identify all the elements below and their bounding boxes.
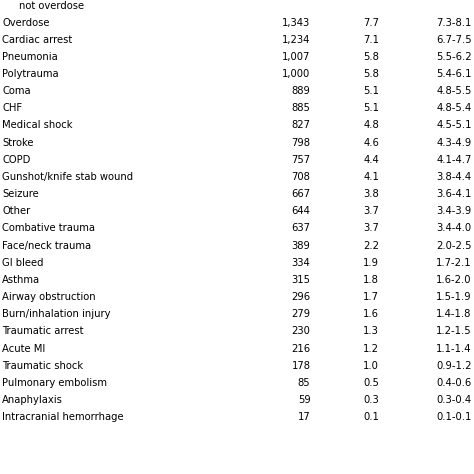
Text: Airway obstruction: Airway obstruction [2, 292, 96, 302]
Text: CHF: CHF [2, 103, 22, 113]
Text: 1.6: 1.6 [363, 309, 379, 319]
Text: 17: 17 [298, 412, 310, 422]
Text: 3.8-4.4: 3.8-4.4 [437, 172, 472, 182]
Text: 1.9: 1.9 [363, 258, 379, 268]
Text: 3.7: 3.7 [364, 223, 379, 233]
Text: 4.1-4.7: 4.1-4.7 [436, 155, 472, 165]
Text: 1.6-2.0: 1.6-2.0 [436, 275, 472, 285]
Text: Coma: Coma [2, 86, 31, 96]
Text: 0.4-0.6: 0.4-0.6 [437, 378, 472, 388]
Text: Polytrauma: Polytrauma [2, 69, 59, 79]
Text: 4.8: 4.8 [364, 120, 379, 130]
Text: Overdose: Overdose [2, 18, 50, 27]
Text: 0.3: 0.3 [364, 395, 379, 405]
Text: 0.5: 0.5 [364, 378, 379, 388]
Text: 230: 230 [292, 327, 310, 337]
Text: 757: 757 [292, 155, 310, 165]
Text: Gunshot/knife stab wound: Gunshot/knife stab wound [2, 172, 134, 182]
Text: 315: 315 [292, 275, 310, 285]
Text: Asthma: Asthma [2, 275, 40, 285]
Text: 59: 59 [298, 395, 310, 405]
Text: 216: 216 [292, 344, 310, 354]
Text: Intracranial hemorrhage: Intracranial hemorrhage [2, 412, 124, 422]
Text: Other: Other [2, 206, 31, 216]
Text: 5.1: 5.1 [363, 103, 379, 113]
Text: 296: 296 [292, 292, 310, 302]
Text: 0.1-0.1: 0.1-0.1 [436, 412, 472, 422]
Text: 5.5-6.2: 5.5-6.2 [436, 52, 472, 62]
Text: Stroke: Stroke [2, 137, 34, 147]
Text: Face/neck trauma: Face/neck trauma [2, 241, 91, 251]
Text: GI bleed: GI bleed [2, 258, 44, 268]
Text: 1.8: 1.8 [364, 275, 379, 285]
Text: 3.4-3.9: 3.4-3.9 [437, 206, 472, 216]
Text: Traumatic arrest: Traumatic arrest [2, 327, 84, 337]
Text: 1.2: 1.2 [363, 344, 379, 354]
Text: 2.0-2.5: 2.0-2.5 [436, 241, 472, 251]
Text: 827: 827 [292, 120, 310, 130]
Text: 3.7: 3.7 [364, 206, 379, 216]
Text: Traumatic shock: Traumatic shock [2, 361, 83, 371]
Text: 889: 889 [292, 86, 310, 96]
Text: 1,000: 1,000 [282, 69, 310, 79]
Text: 667: 667 [292, 189, 310, 199]
Text: 5.4-6.1: 5.4-6.1 [436, 69, 472, 79]
Text: 5.8: 5.8 [364, 69, 379, 79]
Text: 0.3-0.4: 0.3-0.4 [437, 395, 472, 405]
Text: 5.8: 5.8 [364, 52, 379, 62]
Text: 708: 708 [292, 172, 310, 182]
Text: 4.6: 4.6 [364, 137, 379, 147]
Text: 3.6-4.1: 3.6-4.1 [436, 189, 472, 199]
Text: 1.7: 1.7 [363, 292, 379, 302]
Text: Anaphylaxis: Anaphylaxis [2, 395, 63, 405]
Text: 0.9-1.2: 0.9-1.2 [436, 361, 472, 371]
Text: 4.8-5.4: 4.8-5.4 [437, 103, 472, 113]
Text: 7.7: 7.7 [363, 18, 379, 27]
Text: 1.1-1.4: 1.1-1.4 [436, 344, 472, 354]
Text: 6.7-7.5: 6.7-7.5 [436, 35, 472, 45]
Text: 1.0: 1.0 [364, 361, 379, 371]
Text: 334: 334 [292, 258, 310, 268]
Text: 885: 885 [292, 103, 310, 113]
Text: 1,007: 1,007 [282, 52, 310, 62]
Text: 0.1: 0.1 [364, 412, 379, 422]
Text: 1.4-1.8: 1.4-1.8 [436, 309, 472, 319]
Text: Combative trauma: Combative trauma [2, 223, 95, 233]
Text: 3.8: 3.8 [364, 189, 379, 199]
Text: 4.1: 4.1 [364, 172, 379, 182]
Text: Pulmonary embolism: Pulmonary embolism [2, 378, 108, 388]
Text: 4.8-5.5: 4.8-5.5 [436, 86, 472, 96]
Text: Burn/inhalation injury: Burn/inhalation injury [2, 309, 111, 319]
Text: 3.4-4.0: 3.4-4.0 [437, 223, 472, 233]
Text: COPD: COPD [2, 155, 31, 165]
Text: 798: 798 [292, 137, 310, 147]
Text: 178: 178 [292, 361, 310, 371]
Text: Acute MI: Acute MI [2, 344, 46, 354]
Text: not overdose: not overdose [19, 1, 84, 11]
Text: 4.4: 4.4 [364, 155, 379, 165]
Text: 1,343: 1,343 [282, 18, 310, 27]
Text: 389: 389 [292, 241, 310, 251]
Text: 279: 279 [292, 309, 310, 319]
Text: 1.2-1.5: 1.2-1.5 [436, 327, 472, 337]
Text: 1.3: 1.3 [364, 327, 379, 337]
Text: 644: 644 [292, 206, 310, 216]
Text: 5.1: 5.1 [363, 86, 379, 96]
Text: 7.3-8.1: 7.3-8.1 [436, 18, 472, 27]
Text: 2.2: 2.2 [363, 241, 379, 251]
Text: 4.3-4.9: 4.3-4.9 [437, 137, 472, 147]
Text: Cardiac arrest: Cardiac arrest [2, 35, 73, 45]
Text: 1,234: 1,234 [282, 35, 310, 45]
Text: Seizure: Seizure [2, 189, 39, 199]
Text: 85: 85 [298, 378, 310, 388]
Text: 1.5-1.9: 1.5-1.9 [436, 292, 472, 302]
Text: Medical shock: Medical shock [2, 120, 73, 130]
Text: 7.1: 7.1 [363, 35, 379, 45]
Text: Pneumonia: Pneumonia [2, 52, 58, 62]
Text: 637: 637 [292, 223, 310, 233]
Text: 4.5-5.1: 4.5-5.1 [436, 120, 472, 130]
Text: 1.7-2.1: 1.7-2.1 [436, 258, 472, 268]
